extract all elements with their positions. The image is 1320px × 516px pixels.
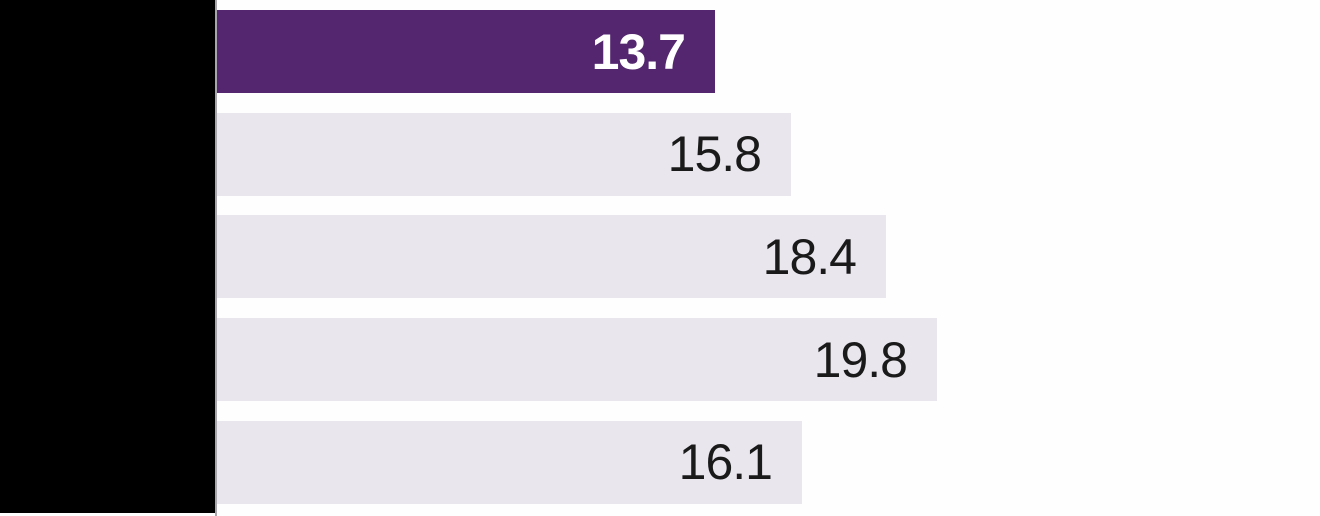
bar-value-label: 16.1	[678, 434, 773, 491]
bar: 16.1	[217, 420, 802, 504]
y-axis-line	[215, 0, 217, 516]
bar: 19.8	[217, 318, 937, 402]
bar: 18.4	[217, 215, 886, 299]
bar-value-label: 15.8	[667, 126, 762, 183]
bar-value-label: 13.7	[591, 23, 686, 80]
bar: 15.8	[217, 112, 791, 196]
bar-value-label: 19.8	[813, 331, 908, 388]
bar: 13.7	[217, 10, 715, 93]
category-label-mask	[0, 0, 215, 513]
bar-value-label: 18.4	[762, 228, 857, 285]
